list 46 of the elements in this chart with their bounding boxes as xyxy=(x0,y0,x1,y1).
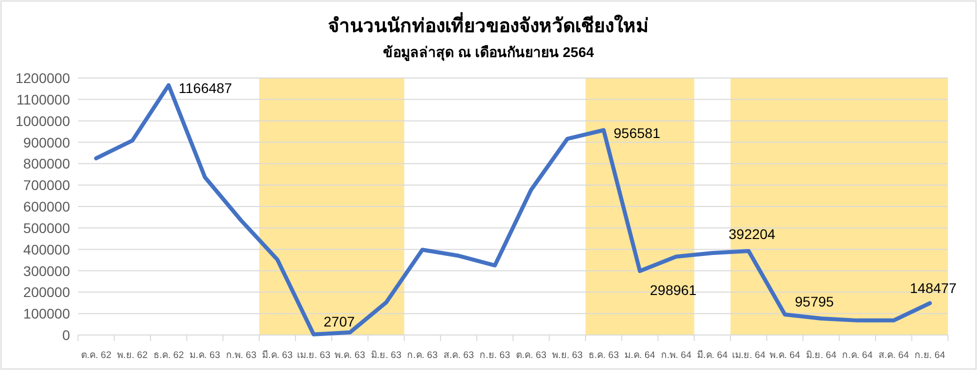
x-tick-label: ก.ย. 63 xyxy=(480,350,510,361)
chart-subtitle: ข้อมูลล่าสุด ณ เดือนกันยายน 2564 xyxy=(383,44,594,61)
x-tick-label: มิ.ย. 64 xyxy=(806,350,836,361)
y-tick-label: 500000 xyxy=(23,220,70,236)
y-tick-label: 700000 xyxy=(23,177,70,194)
x-tick-label: ส.ค. 64 xyxy=(878,350,909,361)
y-tick-label: 300000 xyxy=(23,262,70,279)
y-tick-label: 0 xyxy=(62,327,70,343)
x-tick-label: ก.พ. 63 xyxy=(226,350,256,361)
x-tick-label: เม.ย. 63 xyxy=(296,350,330,361)
x-tick-label: พ.ย. 63 xyxy=(552,350,583,361)
data-label: 148477 xyxy=(910,280,957,296)
y-tick-label: 200000 xyxy=(23,284,70,300)
y-tick-label: 100000 xyxy=(23,306,70,322)
chart-title: จำนวนนักท่องเที่ยวของจังหวัดเชียงใหม่ xyxy=(328,12,649,37)
x-tick-label: ม.ค. 63 xyxy=(190,350,220,361)
x-tick-label: ต.ค. 63 xyxy=(516,350,546,361)
y-tick-label: 1200000 xyxy=(15,70,70,86)
data-label: 95795 xyxy=(794,293,834,310)
x-tick-label: ก.ย. 64 xyxy=(914,350,946,361)
y-tick-label: 400000 xyxy=(23,241,70,258)
x-tick-label: ก.ค. 63 xyxy=(407,350,438,361)
data-label: 392204 xyxy=(728,226,776,242)
x-tick-label: ก.ค. 64 xyxy=(842,350,873,361)
y-tick-label: 1100000 xyxy=(16,91,70,108)
y-tick-label: 600000 xyxy=(23,198,70,214)
x-tick-label: ก.พ. 64 xyxy=(660,350,692,361)
x-tick-label: ธ.ค. 62 xyxy=(153,350,184,361)
x-tick-label: พ.ย. 62 xyxy=(117,350,148,361)
x-tick-label: มี.ค. 63 xyxy=(262,349,293,361)
x-tick-label: เม.ย. 64 xyxy=(732,350,766,361)
x-tick-label: ส.ค. 63 xyxy=(443,350,474,361)
x-tick-label: พ.ค. 63 xyxy=(334,350,366,361)
y-tick-label: 900000 xyxy=(23,134,70,150)
x-tick-label: ม.ค. 64 xyxy=(624,350,656,361)
x-tick-label: ธ.ค. 63 xyxy=(588,350,619,361)
data-label: 956581 xyxy=(614,125,661,142)
data-label: 298961 xyxy=(650,282,697,298)
data-label: 2707 xyxy=(324,313,355,330)
data-label: 1166487 xyxy=(178,80,232,96)
y-tick-label: 1000000 xyxy=(15,112,70,129)
x-tick-label: มี.ค. 64 xyxy=(697,349,728,361)
x-tick-label: ต.ค. 62 xyxy=(80,350,112,361)
y-tick-label: 800000 xyxy=(23,156,70,172)
x-tick-label: พ.ค. 64 xyxy=(770,350,800,361)
x-tick-label: มิ.ย. 63 xyxy=(370,350,402,361)
